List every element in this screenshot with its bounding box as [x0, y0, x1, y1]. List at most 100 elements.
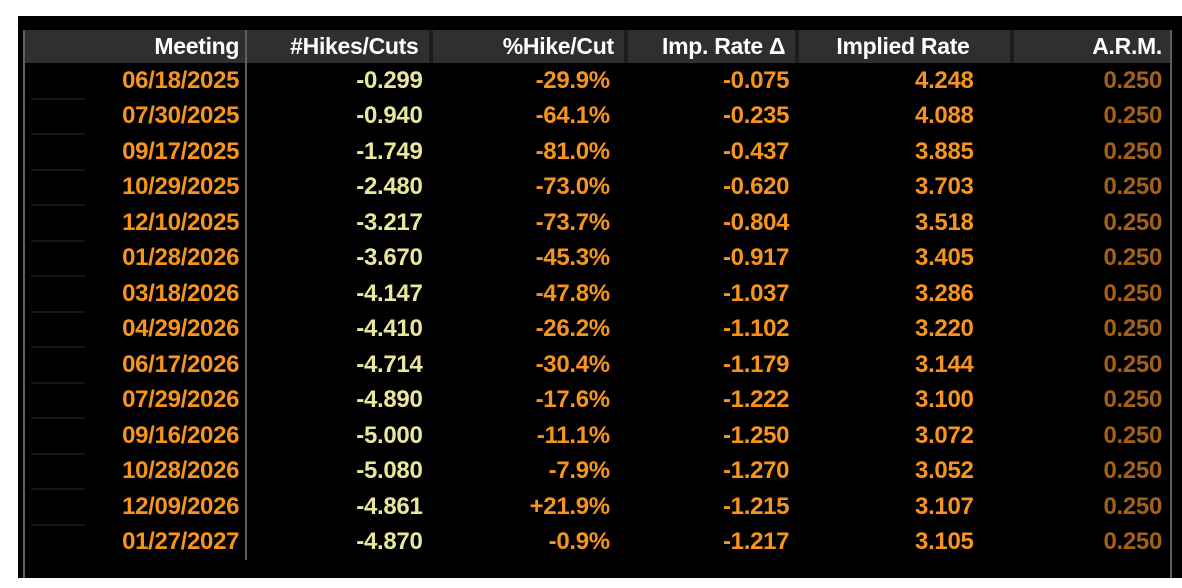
cell-implied-rate: 3.703 — [915, 173, 974, 201]
cell-arm: 0.250 — [1103, 421, 1163, 449]
cell-pct-hike-cut: -45.3% — [535, 244, 611, 272]
cell-arm: 0.250 — [1103, 528, 1163, 556]
cell-meeting: 07/30/2025 — [25, 98, 248, 134]
cell-pct-hike-cut: -30.4% — [535, 350, 611, 378]
cell-pct-hike-cut: -81.0% — [535, 137, 611, 165]
table-row[interactable]: 01/27/2027 -4.870 -0.9% -1.217 3.105 0.250 — [25, 523, 1170, 560]
rate-probability-table: Meeting #Hikes/Cuts %Hike/Cut Imp. Rate Δ Im… — [23, 30, 1172, 578]
cell-hikes-cuts: -4.861 — [356, 492, 423, 520]
cell-hikes-cuts: -5.080 — [356, 457, 423, 485]
cell-imp-rate-delta: -1.270 — [722, 457, 790, 485]
cell-hikes-cuts: -3.670 — [356, 244, 423, 272]
cell-pct-hike-cut: +21.9% — [529, 492, 611, 520]
cell-arm: 0.250 — [1103, 244, 1163, 272]
cell-hikes-cuts: -4.870 — [356, 528, 423, 556]
cell-hikes-cuts: -0.299 — [356, 66, 423, 94]
cell-pct-hike-cut: -73.7% — [535, 208, 611, 236]
col-header-pct-hike-cut: %Hike/Cut — [433, 30, 628, 63]
table-row[interactable]: 07/29/2026 -4.890 -17.6% -1.222 3.100 0.250 — [25, 381, 1170, 418]
cell-hikes-cuts: -2.480 — [356, 173, 423, 201]
cell-arm: 0.250 — [1103, 386, 1163, 414]
table-row[interactable]: 12/09/2026 -4.861 +21.9% -1.215 3.107 0.250 — [25, 488, 1170, 525]
cell-imp-rate-delta: -1.179 — [722, 350, 790, 378]
cell-arm: 0.250 — [1103, 315, 1163, 343]
cell-implied-rate: 3.072 — [915, 421, 974, 449]
table-row[interactable]: 12/10/2025 -3.217 -73.7% -0.804 3.518 0.250 — [25, 204, 1170, 241]
terminal-screen: Meeting #Hikes/Cuts %Hike/Cut Imp. Rate Δ Im… — [18, 16, 1182, 578]
cell-meeting: 03/18/2026 — [25, 276, 248, 312]
cell-meeting: 04/29/2026 — [25, 311, 248, 347]
cell-implied-rate: 3.405 — [915, 244, 974, 272]
cell-meeting: 10/28/2026 — [25, 453, 248, 489]
cell-implied-rate: 3.220 — [915, 315, 974, 343]
table-row[interactable]: 10/29/2025 -2.480 -73.0% -0.620 3.703 0.250 — [25, 168, 1170, 205]
cell-arm: 0.250 — [1103, 208, 1163, 236]
cell-meeting: 01/27/2027 — [25, 524, 248, 560]
cell-arm: 0.250 — [1103, 457, 1163, 485]
cell-implied-rate: 4.248 — [915, 66, 974, 94]
cell-hikes-cuts: -3.217 — [356, 208, 423, 236]
col-header-arm: A.R.M. — [1092, 33, 1162, 59]
cell-hikes-cuts: -1.749 — [356, 137, 423, 165]
cell-hikes-cuts: -4.147 — [356, 279, 423, 307]
cell-imp-rate-delta: -1.037 — [722, 279, 790, 307]
cell-meeting: 07/29/2026 — [25, 382, 248, 418]
cell-imp-rate-delta: -0.917 — [722, 244, 790, 272]
cell-imp-rate-delta: -1.250 — [722, 421, 790, 449]
table-row[interactable]: 01/28/2026 -3.670 -45.3% -0.917 3.405 0.250 — [25, 239, 1170, 276]
cell-arm: 0.250 — [1103, 350, 1163, 378]
cell-hikes-cuts: -4.410 — [356, 315, 423, 343]
table-row[interactable]: 07/30/2025 -0.940 -64.1% -0.235 4.088 0.250 — [25, 97, 1170, 134]
cell-arm: 0.250 — [1103, 492, 1163, 520]
cell-pct-hike-cut: -64.1% — [535, 102, 611, 130]
cell-imp-rate-delta: -1.217 — [722, 528, 790, 556]
cell-pct-hike-cut: -73.0% — [535, 173, 611, 201]
cell-implied-rate: 3.105 — [915, 528, 974, 556]
cell-pct-hike-cut: -29.9% — [535, 66, 611, 94]
cell-implied-rate: 3.107 — [915, 492, 974, 520]
cell-meeting: 06/17/2026 — [25, 347, 248, 383]
table-row[interactable]: 10/28/2026 -5.080 -7.9% -1.270 3.052 0.250 — [25, 452, 1170, 489]
cell-arm: 0.250 — [1103, 102, 1163, 130]
table-header-row: Meeting #Hikes/Cuts %Hike/Cut Imp. Rate Δ Im… — [25, 30, 1170, 63]
table-body: 06/18/2025 -0.299 -29.9% -0.075 4.248 0.250 07… — [25, 63, 1170, 560]
col-header-meeting: Meeting — [25, 30, 248, 63]
cell-implied-rate: 3.052 — [915, 457, 974, 485]
cell-imp-rate-delta: -0.437 — [722, 137, 790, 165]
cell-implied-rate: 3.144 — [915, 350, 974, 378]
cell-pct-hike-cut: -7.9% — [548, 457, 611, 485]
table-row[interactable]: 06/18/2025 -0.299 -29.9% -0.075 4.248 0.250 — [25, 63, 1170, 99]
cell-imp-rate-delta: -1.222 — [722, 386, 790, 414]
cell-meeting: 12/09/2026 — [25, 489, 248, 525]
cell-meeting: 09/16/2026 — [25, 418, 248, 454]
cell-implied-rate: 3.518 — [915, 208, 974, 236]
col-header-hikes-cuts: #Hikes/Cuts — [247, 30, 433, 63]
table-row[interactable]: 06/17/2026 -4.714 -30.4% -1.179 3.144 0.250 — [25, 346, 1170, 383]
cell-arm: 0.250 — [1103, 66, 1163, 94]
cell-pct-hike-cut: -0.9% — [548, 528, 611, 556]
cell-imp-rate-delta: -0.620 — [722, 173, 790, 201]
cell-meeting: 12/10/2025 — [25, 205, 248, 241]
cell-implied-rate: 4.088 — [915, 102, 974, 130]
cell-imp-rate-delta: -0.075 — [722, 66, 790, 94]
cell-arm: 0.250 — [1103, 137, 1163, 165]
cell-pct-hike-cut: -26.2% — [535, 315, 611, 343]
table-row[interactable]: 09/16/2026 -5.000 -11.1% -1.250 3.072 0.250 — [25, 417, 1170, 454]
cell-imp-rate-delta: -1.102 — [722, 315, 790, 343]
table-row[interactable]: 04/29/2026 -4.410 -26.2% -1.102 3.220 0.250 — [25, 310, 1170, 347]
cell-imp-rate-delta: -1.215 — [722, 492, 790, 520]
cell-hikes-cuts: -0.940 — [356, 102, 423, 130]
cell-imp-rate-delta: -0.804 — [722, 208, 790, 236]
cell-pct-hike-cut: -11.1% — [536, 421, 610, 449]
cell-implied-rate: 3.885 — [915, 137, 974, 165]
cell-implied-rate: 3.286 — [915, 279, 974, 307]
cell-arm: 0.250 — [1103, 173, 1163, 201]
cell-pct-hike-cut: -17.6% — [535, 386, 611, 414]
table-row[interactable]: 09/17/2025 -1.749 -81.0% -0.437 3.885 0.250 — [25, 133, 1170, 170]
cell-meeting: 10/29/2025 — [25, 169, 248, 205]
cell-hikes-cuts: -4.890 — [356, 386, 423, 414]
cell-meeting: 06/18/2025 — [25, 63, 248, 99]
table-row[interactable]: 03/18/2026 -4.147 -47.8% -1.037 3.286 0.250 — [25, 275, 1170, 312]
col-header-implied-rate: Implied Rate — [799, 30, 1014, 63]
